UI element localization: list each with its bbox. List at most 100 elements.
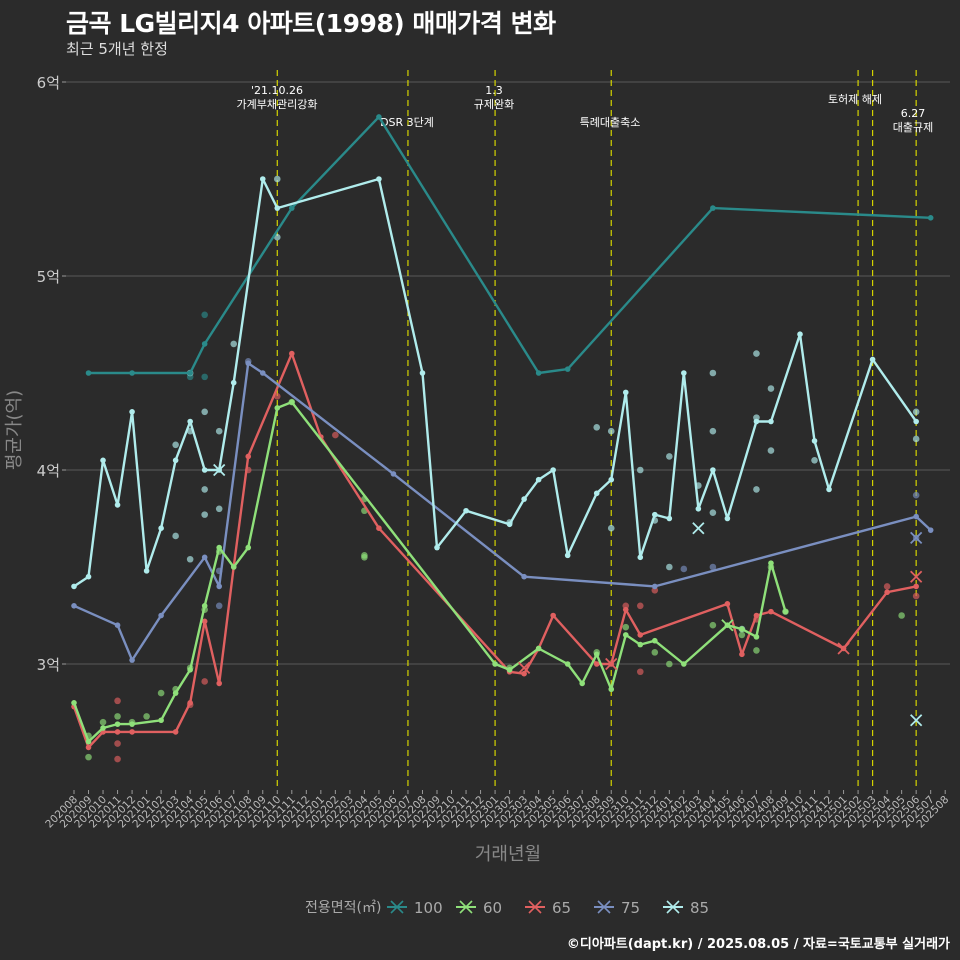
series-point-60	[753, 634, 760, 640]
series-point-65	[739, 651, 745, 658]
trade-point-60	[114, 713, 121, 720]
series-point-75	[201, 554, 208, 561]
page-subtitle: 최근 5개년 한정	[66, 40, 168, 58]
series-point-85	[768, 418, 774, 425]
series-point-65	[85, 744, 92, 751]
trade-point-85	[273, 175, 281, 183]
trade-point-100	[201, 373, 208, 381]
series-point-60	[492, 661, 498, 667]
page-title: 금곡 LG빌리지4 아파트(1998) 매매가격 변화	[66, 9, 556, 38]
trade-point-85	[912, 408, 920, 416]
series-point-65	[637, 632, 644, 638]
trade-point-65	[114, 755, 121, 763]
trade-point-85	[753, 350, 760, 357]
series-point-85	[637, 554, 644, 561]
legend-item-65: 65	[525, 899, 571, 917]
trade-point-85	[201, 511, 208, 518]
series-point-60	[739, 626, 745, 632]
series-point-100	[187, 370, 193, 376]
legend-label: 60	[483, 899, 502, 917]
series-point-60	[579, 680, 585, 687]
event-label: 토허제 해제	[828, 92, 882, 106]
series-point-100	[289, 205, 295, 211]
trade-point-60	[99, 718, 107, 726]
series-point-60	[114, 721, 121, 727]
series-point-100	[927, 215, 934, 221]
trade-point-60	[753, 647, 760, 654]
series-point-65	[884, 589, 890, 596]
series-point-85	[811, 438, 818, 444]
series-point-65	[172, 729, 179, 735]
series-point-85	[681, 370, 687, 376]
series-point-60	[768, 560, 774, 566]
series-point-60	[230, 564, 237, 570]
series-point-60	[608, 686, 615, 693]
x-marker-stroke	[692, 522, 705, 535]
trade-point-60	[709, 621, 717, 629]
trade-point-85	[201, 486, 208, 493]
trade-point-65	[332, 431, 339, 439]
event-label: 가계부채관리강화	[237, 98, 318, 111]
series-point-75	[259, 370, 266, 376]
trade-point-60	[361, 554, 368, 561]
series-point-100	[564, 366, 571, 372]
trade-point-65	[883, 583, 891, 590]
y-tick-label: 5억	[37, 268, 60, 286]
trade-point-85	[607, 427, 615, 435]
series-point-85	[100, 457, 106, 464]
trade-point-60	[666, 660, 673, 668]
trade-point-85	[636, 466, 644, 474]
event-label: 6.27	[901, 107, 926, 120]
series-point-75	[652, 583, 658, 590]
series-point-60	[535, 645, 542, 652]
legend-label: 100	[414, 899, 443, 917]
series-point-75	[129, 657, 135, 663]
trade-point-85	[215, 505, 223, 513]
trade-point-85	[273, 233, 281, 241]
y-tick-label: 4억	[37, 462, 60, 480]
series-point-65	[550, 612, 556, 619]
series-point-65	[593, 661, 600, 667]
series-point-85	[158, 525, 164, 531]
series-point-60	[71, 700, 77, 706]
trade-point-65	[114, 740, 121, 747]
x-marker-stroke	[910, 570, 923, 583]
trade-point-100	[201, 311, 208, 319]
series-point-75	[927, 527, 934, 533]
legend-label: 65	[552, 899, 571, 917]
series-point-65	[129, 729, 135, 735]
series-point-75	[913, 513, 919, 520]
series-point-75	[158, 612, 164, 619]
x-marker-60	[721, 619, 734, 632]
x-marker-stroke	[605, 657, 618, 671]
trade-point-85	[215, 427, 223, 435]
series-point-60	[637, 641, 644, 648]
trade-point-85	[753, 486, 760, 493]
x-marker-85	[910, 714, 923, 727]
series-point-85	[201, 467, 208, 473]
x-marker-85	[213, 463, 226, 477]
series-point-60	[506, 667, 513, 673]
trade-point-85	[593, 424, 601, 431]
series-point-85	[608, 476, 615, 483]
series-point-65	[913, 583, 919, 590]
trade-point-85	[172, 441, 179, 449]
event-label: 대출규제	[893, 121, 933, 134]
series-point-85	[187, 418, 193, 425]
series-point-65	[376, 525, 382, 531]
trade-point-85	[607, 524, 615, 532]
series-point-60	[681, 661, 687, 667]
series-point-65	[724, 601, 731, 607]
series-point-85	[913, 418, 919, 425]
series-point-75	[216, 583, 222, 590]
legend-x-stroke	[597, 900, 611, 914]
series-point-60	[782, 608, 789, 615]
series-point-60	[187, 667, 193, 673]
legend-item-85: 85	[663, 899, 709, 917]
series-point-60	[593, 651, 600, 658]
series-point-85	[535, 476, 542, 483]
legend-title: 전용면적(㎡)	[305, 900, 381, 916]
legend-item-100: 100	[387, 899, 443, 917]
series-line-100	[88, 115, 931, 375]
